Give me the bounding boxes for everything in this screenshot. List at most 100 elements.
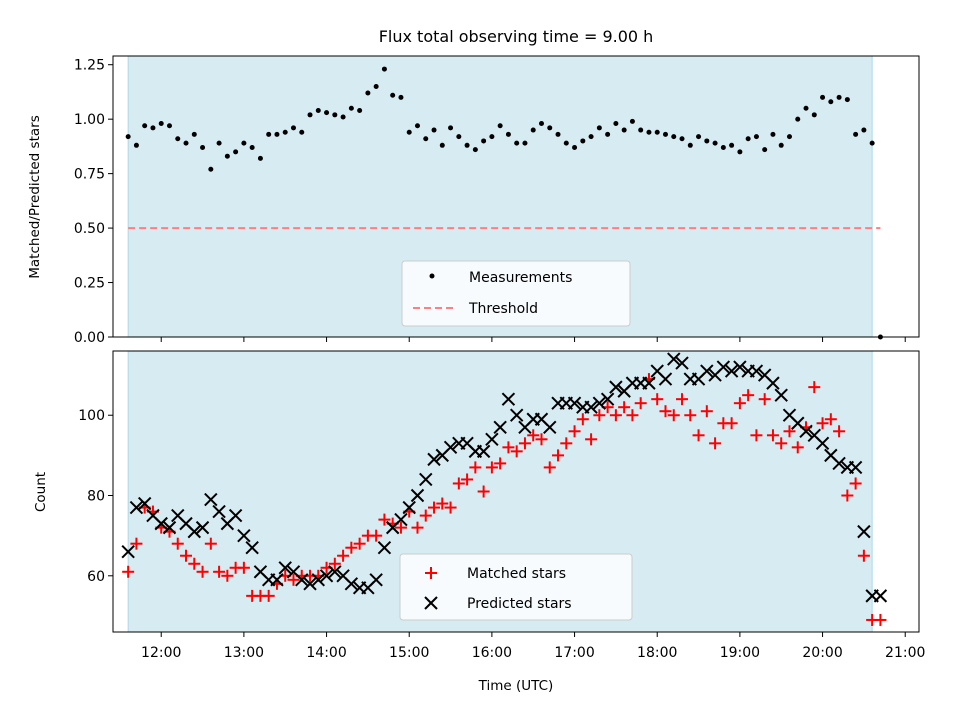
predicted-star-point bbox=[295, 573, 309, 587]
measurement-point bbox=[786, 134, 792, 140]
x-tick-label: 18:00 bbox=[637, 645, 677, 661]
x-tick-label: 21:00 bbox=[885, 645, 925, 661]
matched-star-point bbox=[552, 449, 565, 462]
measurement-point bbox=[183, 140, 189, 146]
y-tick-label: 0.75 bbox=[74, 167, 105, 183]
matched-star-point bbox=[775, 437, 788, 450]
measurement-point bbox=[530, 127, 536, 133]
matched-star-point bbox=[651, 393, 664, 406]
measurement-point bbox=[290, 125, 296, 131]
measurement-point bbox=[869, 140, 875, 146]
measurement-point bbox=[249, 144, 255, 150]
measurement-point bbox=[588, 134, 594, 140]
measurement-point bbox=[762, 147, 768, 153]
y-tick-label: 1.00 bbox=[74, 112, 105, 128]
x-tick-label: 19:00 bbox=[720, 645, 760, 661]
matched-star-point bbox=[733, 397, 746, 410]
y-tick-label: 0.50 bbox=[74, 221, 105, 237]
measurement-point bbox=[629, 118, 635, 124]
matched-star-point bbox=[560, 437, 573, 450]
legend-predicted-marker bbox=[424, 596, 438, 610]
matched-star-point bbox=[221, 569, 234, 582]
predicted-star-point bbox=[402, 500, 416, 515]
predicted-star-point bbox=[129, 500, 144, 515]
measurement-point bbox=[654, 129, 660, 135]
measurement-point bbox=[853, 131, 859, 137]
measurement-point bbox=[373, 83, 379, 89]
predicted-star-point bbox=[187, 524, 201, 539]
matched-star-point bbox=[237, 561, 250, 574]
measurement-point bbox=[497, 123, 503, 129]
matched-star-point bbox=[196, 565, 209, 578]
y-tick-label: 60 bbox=[87, 569, 105, 585]
x-tick-label: 14:00 bbox=[306, 645, 346, 661]
predicted-star-point bbox=[410, 488, 425, 503]
measurement-point bbox=[720, 144, 726, 150]
measurement-point bbox=[538, 121, 544, 127]
measurement-point bbox=[439, 142, 445, 148]
predicted-star-point bbox=[369, 573, 383, 587]
x-tick-label: 16:00 bbox=[472, 645, 512, 661]
x-tick-label: 13:00 bbox=[224, 645, 264, 661]
matched-star-point bbox=[585, 433, 598, 446]
measurement-point bbox=[605, 131, 611, 137]
predicted-star-point bbox=[667, 352, 681, 366]
predicted-star-point bbox=[543, 420, 557, 434]
matched-star-point bbox=[428, 501, 441, 514]
measurement-point bbox=[563, 140, 569, 146]
measurement-point bbox=[216, 140, 222, 146]
matched-star-point bbox=[337, 549, 350, 562]
matched-star-point bbox=[816, 417, 829, 430]
predicted-star-point bbox=[485, 432, 499, 447]
y-tick-label: 0.00 bbox=[74, 330, 105, 346]
predicted-star-point bbox=[857, 524, 871, 539]
matched-star-point bbox=[535, 433, 548, 446]
measurement-point bbox=[423, 136, 429, 142]
matched-star-point bbox=[494, 457, 507, 470]
predicted-star-point bbox=[642, 376, 656, 390]
matched-star-point bbox=[576, 413, 589, 426]
predicted-star-point bbox=[700, 364, 714, 378]
predicted-star-point bbox=[766, 376, 780, 390]
measurement-point bbox=[737, 149, 743, 155]
measurement-point bbox=[795, 116, 801, 122]
bottom-plot-frame bbox=[112, 350, 920, 633]
x-tick-label: 12:00 bbox=[141, 645, 181, 661]
matched-star-point bbox=[808, 381, 821, 394]
top-panel: 0.00 0.25 0.50 0.75 1.00 1.25 Matched/Predict… bbox=[27, 55, 920, 346]
predicted-star-point bbox=[162, 520, 177, 535]
predicted-star-point bbox=[716, 360, 731, 374]
matched-star-point bbox=[676, 393, 689, 406]
measurement-point bbox=[456, 134, 462, 140]
matched-star-point bbox=[684, 409, 697, 422]
matched-star-point bbox=[742, 389, 755, 402]
matched-star-point bbox=[130, 537, 143, 550]
bottom-x-axis-ticks: 12:00 13:00 14:00 15:00 16:00 17:00 18:00 19:00… bbox=[141, 632, 925, 661]
measurement-point bbox=[770, 131, 776, 137]
measurement-point bbox=[662, 131, 668, 137]
matched-star-point bbox=[378, 513, 391, 526]
predicted-star-point bbox=[592, 396, 607, 410]
measurement-point bbox=[522, 140, 528, 146]
matched-star-point bbox=[609, 409, 622, 422]
measurement-point bbox=[208, 166, 214, 172]
measurement-point bbox=[861, 127, 867, 133]
measurement-point bbox=[828, 99, 834, 105]
measurement-point bbox=[803, 105, 809, 111]
predicted-star-point bbox=[832, 456, 846, 471]
measurement-point bbox=[166, 123, 172, 129]
measurement-point bbox=[811, 112, 817, 118]
measurement-point bbox=[671, 134, 677, 140]
measurement-point bbox=[547, 125, 553, 131]
measurement-point bbox=[266, 131, 272, 137]
predicted-star-point bbox=[311, 573, 325, 587]
measurement-point bbox=[431, 127, 437, 133]
matched-star-point bbox=[287, 573, 300, 586]
predicted-star-point bbox=[567, 396, 582, 410]
predicted-star-point bbox=[154, 516, 168, 531]
measurement-point bbox=[555, 131, 561, 137]
matched-star-point bbox=[461, 473, 474, 486]
bottom-y-axis-ticks: 60 80 100 bbox=[78, 408, 113, 585]
measurement-points bbox=[125, 66, 883, 340]
